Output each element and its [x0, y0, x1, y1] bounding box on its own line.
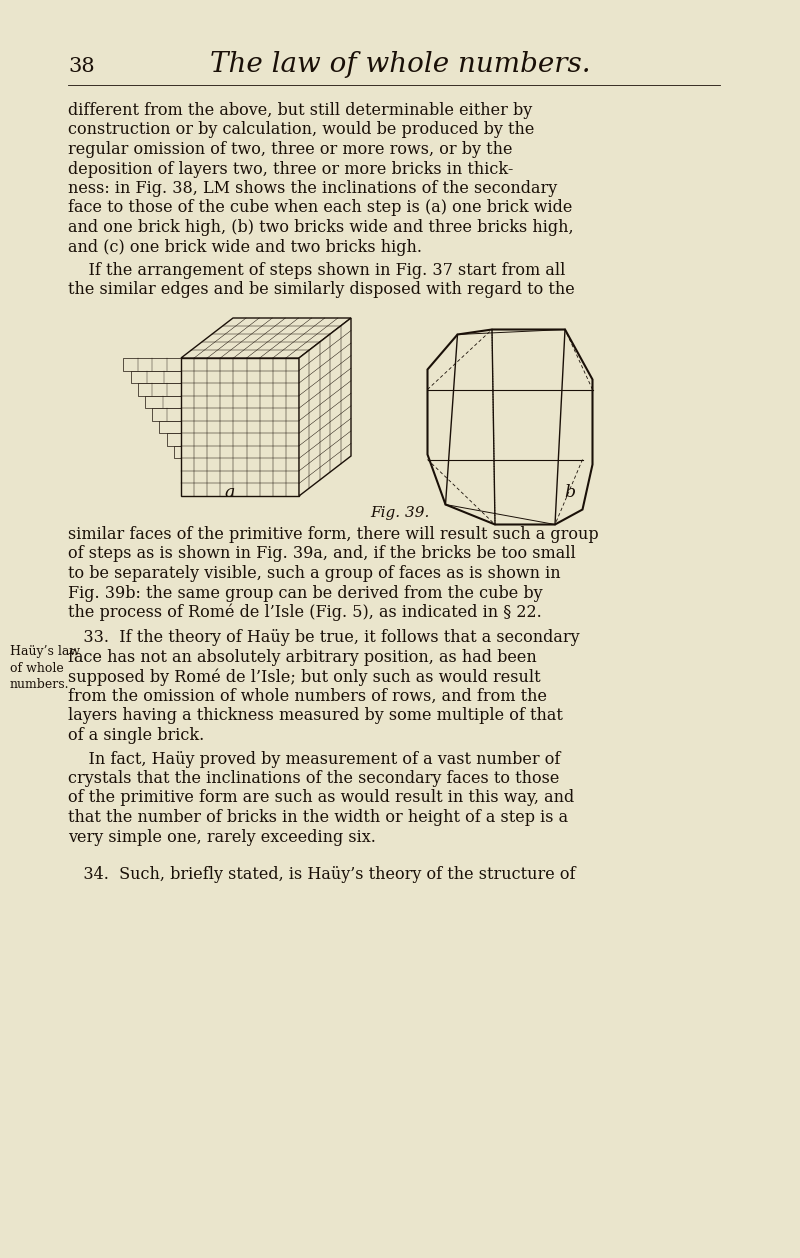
Bar: [181, 359, 299, 496]
Text: The law of whole numbers.: The law of whole numbers.: [210, 52, 590, 78]
Bar: [166, 433, 181, 445]
Text: In fact, Haüy proved by measurement of a vast number of: In fact, Haüy proved by measurement of a…: [68, 751, 560, 767]
Text: of a single brick.: of a single brick.: [68, 727, 204, 743]
Text: and (c) one brick wide and two bricks high.: and (c) one brick wide and two bricks hi…: [68, 239, 422, 255]
Text: face to those of the cube when each step is (a) one brick wide: face to those of the cube when each step…: [68, 200, 572, 216]
Text: Fig. 39.: Fig. 39.: [370, 506, 430, 520]
Text: supposed by Romé de l’Isle; but only such as would result: supposed by Romé de l’Isle; but only suc…: [68, 668, 541, 686]
Text: of the primitive form are such as would result in this way, and: of the primitive form are such as would …: [68, 790, 574, 806]
Text: face has not an absolutely arbitrary position, as had been: face has not an absolutely arbitrary pos…: [68, 649, 537, 665]
Bar: [138, 384, 181, 395]
Text: the process of Romé de l’Isle (Fig. 5), as indicated in § 22.: the process of Romé de l’Isle (Fig. 5), …: [68, 604, 542, 621]
Text: construction or by calculation, would be produced by the: construction or by calculation, would be…: [68, 122, 534, 138]
Bar: [159, 420, 181, 433]
Bar: [152, 408, 181, 420]
Text: 34.  Such, briefly stated, is Haüy’s theory of the structure of: 34. Such, briefly stated, is Haüy’s theo…: [68, 866, 575, 883]
Bar: [123, 359, 181, 371]
Text: and one brick high, (b) two bricks wide and three bricks high,: and one brick high, (b) two bricks wide …: [68, 219, 574, 237]
Polygon shape: [427, 330, 593, 525]
Bar: [145, 395, 181, 408]
Polygon shape: [181, 318, 351, 359]
Text: ness: in Fig. 38, LM shows the inclinations of the secondary: ness: in Fig. 38, LM shows the inclinati…: [68, 180, 558, 198]
Text: to be separately visible, such a group of faces as is shown in: to be separately visible, such a group o…: [68, 565, 561, 582]
Text: the similar edges and be similarly disposed with regard to the: the similar edges and be similarly dispo…: [68, 282, 574, 298]
Text: that the number of bricks in the width or height of a step is a: that the number of bricks in the width o…: [68, 809, 568, 827]
Bar: [130, 371, 181, 384]
Bar: [174, 445, 181, 458]
Text: Fig. 39b: the same group can be derived from the cube by: Fig. 39b: the same group can be derived …: [68, 585, 542, 601]
Text: from the omission of whole numbers of rows, and from the: from the omission of whole numbers of ro…: [68, 688, 547, 704]
Text: similar faces of the primitive form, there will result such a group: similar faces of the primitive form, the…: [68, 526, 598, 543]
Text: 33.  If the theory of Haüy be true, it follows that a secondary: 33. If the theory of Haüy be true, it fo…: [68, 629, 580, 647]
Text: regular omission of two, three or more rows, or by the: regular omission of two, three or more r…: [68, 141, 513, 159]
Text: 38: 38: [68, 57, 94, 75]
Text: crystals that the inclinations of the secondary faces to those: crystals that the inclinations of the se…: [68, 770, 559, 788]
Text: a: a: [225, 484, 235, 501]
Text: deposition of layers two, three or more bricks in thick-: deposition of layers two, three or more …: [68, 161, 514, 177]
Text: b: b: [565, 484, 575, 501]
Text: very simple one, rarely exceeding six.: very simple one, rarely exceeding six.: [68, 829, 376, 845]
Text: different from the above, but still determinable either by: different from the above, but still dete…: [68, 102, 532, 120]
Text: Haüy’s law
of whole
numbers.: Haüy’s law of whole numbers.: [10, 644, 80, 692]
Polygon shape: [299, 318, 351, 496]
Text: If the arrangement of steps shown in Fig. 37 start from all: If the arrangement of steps shown in Fig…: [68, 262, 566, 279]
Text: of steps as is shown in Fig. 39a, and, if the bricks be too small: of steps as is shown in Fig. 39a, and, i…: [68, 546, 576, 562]
Text: layers having a thickness measured by some multiple of that: layers having a thickness measured by so…: [68, 707, 563, 725]
